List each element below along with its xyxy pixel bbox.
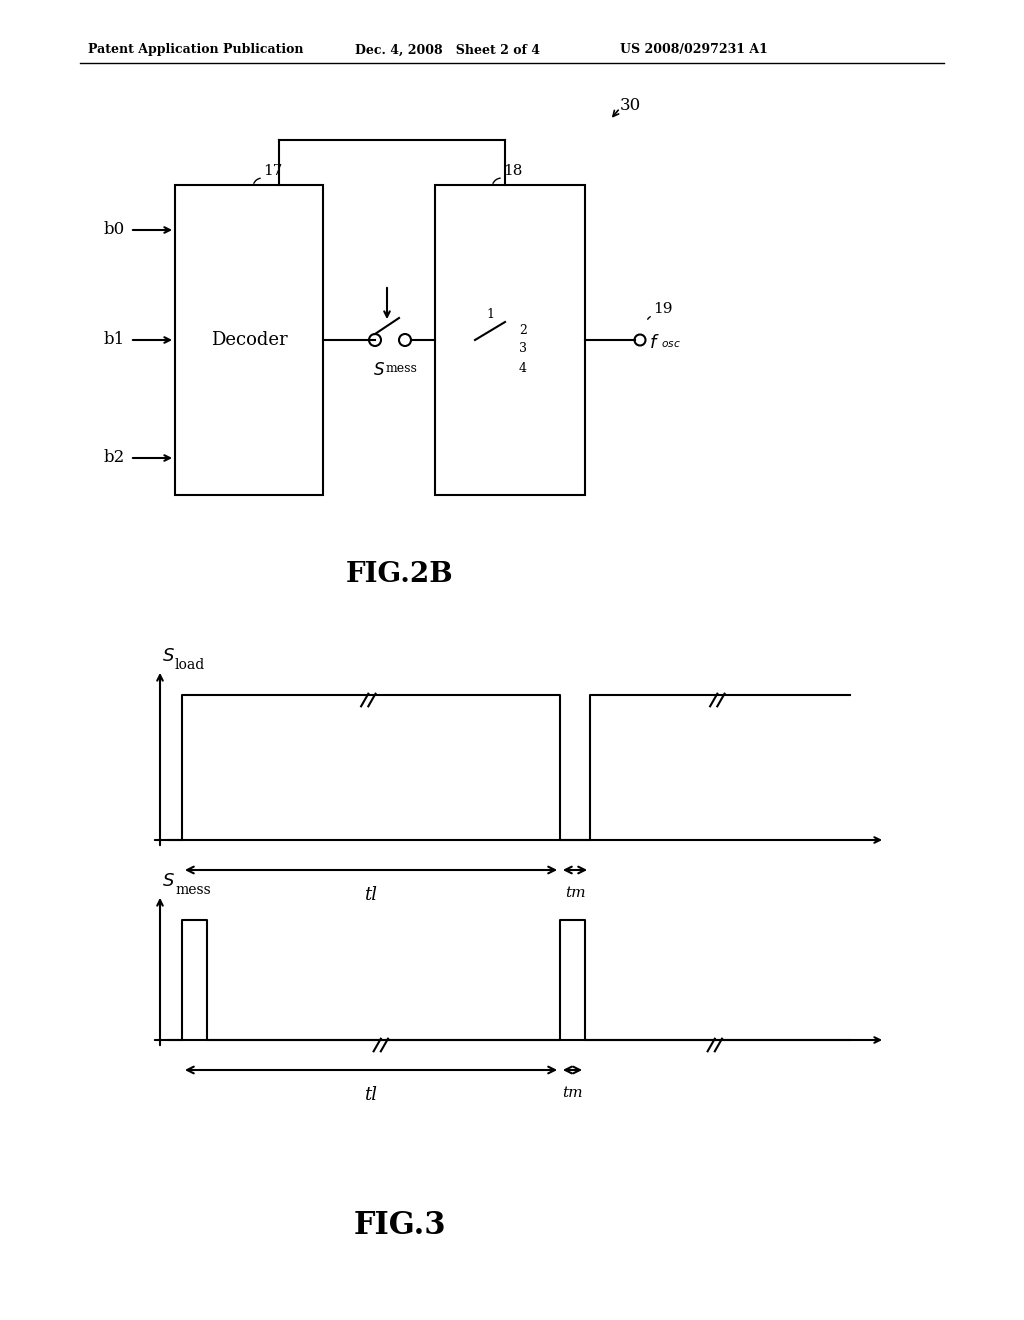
Text: tl: tl [365,1086,378,1104]
Text: Decoder: Decoder [211,331,288,348]
Text: 2: 2 [519,323,527,337]
Bar [435,185,585,495]
Text: mess: mess [386,362,418,375]
Text: US 2008/0297231 A1: US 2008/0297231 A1 [620,44,768,57]
Text: mess: mess [175,883,211,898]
Text: Patent Application Publication: Patent Application Publication [88,44,303,57]
Text: 18: 18 [503,164,522,178]
Text: b0: b0 [103,222,125,239]
Text: $S$: $S$ [162,647,175,665]
Text: $S$: $S$ [373,362,385,379]
Text: $f$: $f$ [649,334,659,352]
Text: $S$: $S$ [162,873,175,890]
Text: 1: 1 [486,309,494,322]
Text: FIG.3: FIG.3 [353,1209,446,1241]
Bar [175,185,323,495]
Text: b1: b1 [103,331,125,348]
Text: tl: tl [365,886,378,904]
Text: tm: tm [562,1086,583,1100]
Text: $_{osc}$: $_{osc}$ [662,337,681,350]
Text: 19: 19 [653,302,673,315]
Text: 3: 3 [519,342,527,355]
Text: b2: b2 [103,450,125,466]
Text: 4: 4 [519,362,527,375]
Text: Dec. 4, 2008   Sheet 2 of 4: Dec. 4, 2008 Sheet 2 of 4 [355,44,540,57]
Text: load: load [175,657,205,672]
Text: 17: 17 [263,164,283,178]
Text: 30: 30 [620,96,641,114]
Text: tm: tm [564,886,586,900]
Text: FIG.2B: FIG.2B [346,561,454,589]
